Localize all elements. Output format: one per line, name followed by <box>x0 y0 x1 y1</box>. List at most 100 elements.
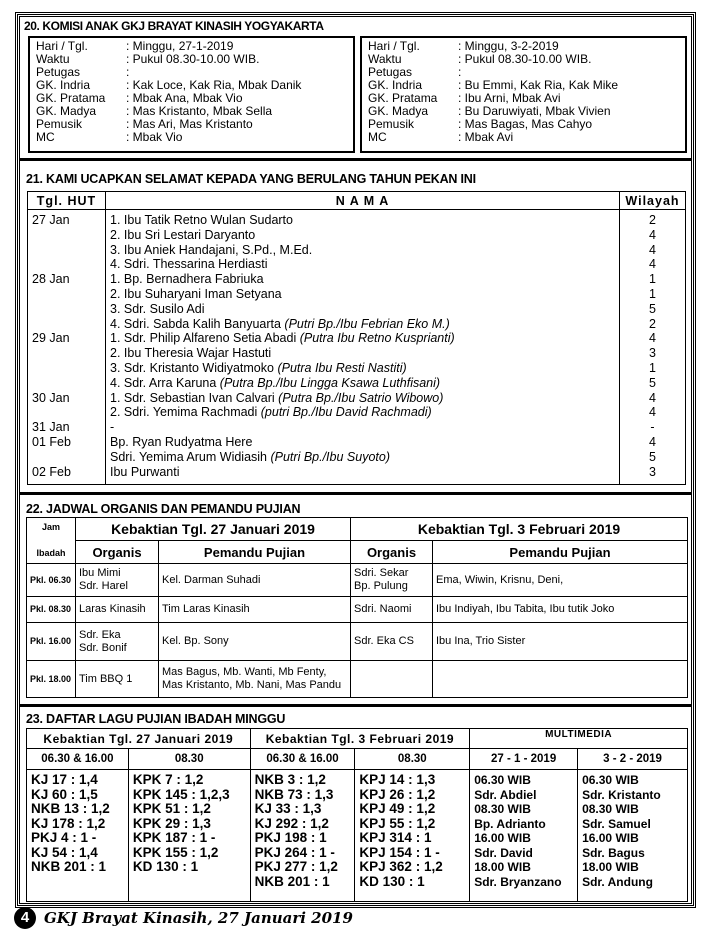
footer-text: GKJ Brayat Kinasih, 27 Januari 2019 <box>44 909 353 927</box>
info-label: Pemusik <box>368 117 415 131</box>
schedule-box-3-feb: Hari / Tgl.: Minggu, 3-2-2019 Waktu: Puku… <box>360 36 687 153</box>
worship-leader-cell: Ema, Wiwin, Krisnu, Deni, <box>432 563 688 597</box>
wilayah-value: 4 <box>649 227 656 242</box>
song-item: NKB 73 : 1,3 <box>254 786 334 802</box>
multimedia-item: 08.30 WIB <box>474 802 531 816</box>
wilayah-value: 4 <box>649 257 656 272</box>
multimedia-item: Sdr. David <box>474 845 533 860</box>
info-value: : Mbak Avi <box>458 130 514 144</box>
multimedia-item: Sdr. Bagus <box>582 845 645 860</box>
song-item: KJ 54 : 1,4 <box>31 844 98 860</box>
info-label: GK. Madya <box>368 104 429 118</box>
info-value: : Mas Kristanto, Mbak Sella <box>126 104 273 118</box>
person-name: Ibu Purwanti <box>110 464 180 479</box>
birthday-date <box>32 405 101 420</box>
multimedia-item: Bp. Adrianto <box>474 816 546 831</box>
worship-leader-cell <box>432 660 688 698</box>
info-label: MC <box>368 130 387 144</box>
birthday-date <box>32 287 101 302</box>
info-value: : Minggu, 3-2-2019 <box>458 39 559 53</box>
info-row: Petugas: <box>36 66 347 79</box>
birthday-name: 1. Sdr. Philip Alfareno Setia Abadi (Put… <box>110 331 615 346</box>
info-value: : <box>458 65 462 79</box>
person-name: 4. Sdri. Thessarina Herdiasti <box>110 257 268 272</box>
person-name: Sdri. Yemima Arum Widiasih <box>110 449 271 464</box>
info-value: : Bu Daruwiyati, Mbak Vivien <box>458 104 611 118</box>
names-column: 1. Ibu Tatik Retno Wulan Sudarto 2. Ibu S… <box>105 209 620 485</box>
section-23-title: 23. DAFTAR LAGU PUJIAN IBADAH MINGGU <box>26 712 286 726</box>
info-value: : Mas Bagas, Mas Cahyo <box>458 117 593 131</box>
birthday-name: 2. Ibu Sri Lestari Daryanto <box>110 228 615 243</box>
schedule-row: Pkl. 08.30 Laras Kinasih Tim Laras Kinasih… <box>26 596 688 623</box>
person-name: 1. Sdr. Philip Alfareno Setia Abadi <box>110 331 300 346</box>
wilayah-value: 5 <box>649 301 656 316</box>
birthday-name: 2. Ibu Theresia Wajar Hastuti <box>110 346 615 361</box>
multimedia-item: 16.00 WIB <box>474 831 531 845</box>
birthday-date: 29 Jan <box>32 331 70 346</box>
organist-cell: Tim BBQ 1 <box>75 660 159 698</box>
song-item: KPJ 26 : 1,2 <box>359 786 436 802</box>
schedule-row: Pkl. 16.00 Sdr. Eka Sdr. Bonif Kel. Bp. Son… <box>26 622 688 661</box>
song-list: NKB 3 : 1,2 NKB 73 : 1,3 KJ 33 : 1,3 KJ 292… <box>249 769 356 902</box>
song-item: KJ 17 : 1,4 <box>31 772 98 787</box>
song-item: KPK 7 : 1,2 <box>132 772 204 787</box>
song-item: KJ 60 : 1,5 <box>31 786 98 802</box>
parent-note: (Putri Bp./Ibu Febrian Eko M.) <box>284 316 450 331</box>
wilayah-value: 2 <box>649 316 656 331</box>
person-name: 4. Sdri. Sabda Kalih Banyuarta <box>110 316 285 331</box>
song-item: PKJ 264 : 1 - <box>254 844 335 860</box>
info-row: Pemusik : Mas Bagas, Mas Cahyo <box>368 118 679 131</box>
service-time-header: 08.30 <box>354 748 471 770</box>
birthday-name: 4. Sdri. Sabda Kalih Banyuarta (Putri Bp… <box>110 317 615 332</box>
birthday-name: Bp. Ryan Rudyatma Here <box>110 435 615 450</box>
organis-header: Organis <box>350 540 433 564</box>
birthday-name: Sdri. Yemima Arum Widiasih (Putri Bp./Ib… <box>110 450 615 465</box>
wilayah-value: 1 <box>649 286 656 301</box>
birthday-name: 4. Sdr. Arra Karuna (Putra Bp./Ibu Lingg… <box>110 376 615 391</box>
worship-leader-cell: Ibu Indiyah, Ibu Tabita, Ibu tutik Joko <box>432 596 688 623</box>
organist-table: Jam Ibadah Kebaktian Tgl. 27 Januari 2019… <box>26 517 688 698</box>
birthday-date: 30 Jan <box>32 390 70 405</box>
info-row: GK. Indria: Bu Emmi, Kak Ria, Kak Mike <box>368 79 679 92</box>
birthday-name: Ibu Purwanti <box>110 465 615 480</box>
wilayah-value: 3 <box>649 346 656 361</box>
parent-note: (Putra Bp./Ibu Lingga Ksawa Luthfisani) <box>219 375 441 390</box>
parent-note: (Putra Ibu Retno Kusprianti) <box>299 331 455 346</box>
organis-header: Organis <box>75 540 159 564</box>
wilayah-value: 5 <box>649 449 656 464</box>
info-value: : <box>126 65 130 79</box>
multimedia-item: Sdr. Kristanto <box>582 787 661 802</box>
person-name: 2. Sdri. Yemima Rachmadi <box>110 405 261 420</box>
multimedia-item: 18.00 WIB <box>582 860 639 874</box>
wilayah-value: 4 <box>649 405 656 420</box>
info-label: Pemusik <box>36 117 83 131</box>
info-value: : Bu Emmi, Kak Ria, Kak Mike <box>458 78 619 92</box>
service-time: Pkl. 06.30 <box>26 563 76 597</box>
info-value: : Mbak Ana, Mbak Vio <box>126 91 243 105</box>
person-name: 2. Ibu Suharyani Iman Setyana <box>110 286 282 301</box>
organist-cell: Sdri. Sekar Bp. Pulung <box>350 563 433 597</box>
person-name: 3. Ibu Aniek Handajani, S.Pd., M.Ed. <box>110 242 313 257</box>
worship-leader-cell: Kel. Darman Suhadi <box>158 563 351 597</box>
birthday-name: 3. Sdr. Kristanto Widiyatmoko (Putra Ibu… <box>110 361 615 376</box>
service-time: Pkl. 08.30 <box>26 596 76 623</box>
person-name: 2. Ibu Sri Lestari Daryanto <box>110 227 256 242</box>
info-row: GK. Madya: Mas Kristanto, Mbak Sella <box>36 105 347 118</box>
song-list-table: Kebaktian Tgl. 27 Januari 2019 Kebaktian… <box>26 728 688 902</box>
info-row: GK. Indria: Kak Loce, Kak Ria, Mbak Dani… <box>36 79 347 92</box>
birthday-table: Tgl. HUT N A M A Wilayah 27 Jan 28 Jan 2… <box>27 191 686 485</box>
person-name: Bp. Ryan Rudyatma Here <box>110 434 253 449</box>
jam-ibadah-header: Jam Ibadah <box>26 517 76 564</box>
person-name: 4. Sdr. Arra Karuna <box>110 375 220 390</box>
birthday-date <box>32 317 101 332</box>
service-time-header: 06.30 & 16.00 <box>249 748 356 770</box>
info-row: MC: Mbak Vio <box>36 131 347 144</box>
parent-note: (Putri Bp./Ibu Suyoto) <box>270 449 390 464</box>
info-row: Waktu: Pukul 08.30-10.00 WIB. <box>368 53 679 66</box>
info-label: GK. Pratama <box>368 91 438 105</box>
birthday-date <box>32 243 101 258</box>
birthday-date: 31 Jan <box>32 420 70 435</box>
song-item: KD 130 : 1 <box>359 873 425 889</box>
person-name: 1. Ibu Tatik Retno Wulan Sudarto <box>110 213 293 227</box>
